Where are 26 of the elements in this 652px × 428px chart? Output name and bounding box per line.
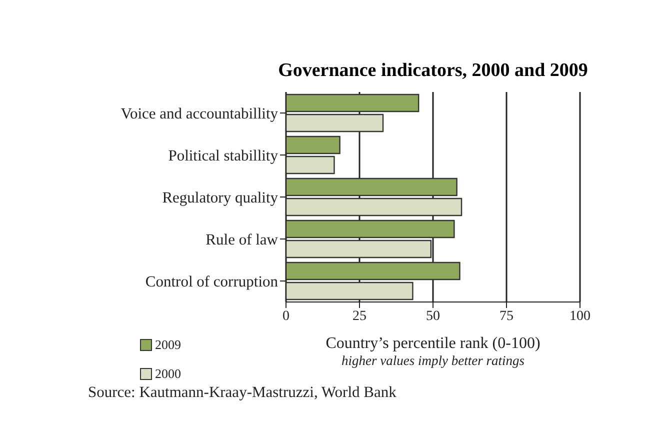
x-tick-label: 0: [282, 308, 290, 324]
x-tick-label: 25: [352, 308, 366, 324]
y-tick-label: Voice and accountabillity: [120, 106, 278, 123]
y-tick-label: Rule of law: [206, 232, 279, 249]
bar: [286, 94, 420, 112]
y-tick-label: Control of corruption: [145, 274, 278, 291]
legend-label: 2000: [155, 366, 181, 382]
x-tick-label: 100: [570, 308, 590, 324]
x-tick-label: 50: [426, 308, 440, 324]
bar: [286, 156, 335, 174]
text: higher values imply better ratings: [340, 353, 526, 369]
bar: [286, 178, 458, 196]
source-note: Source: Kautmann-Kraay-Mastruzzi, World Bank: [88, 384, 396, 402]
bar: [286, 198, 462, 216]
bar: [286, 136, 340, 154]
bar: [286, 220, 455, 238]
bar: [286, 114, 384, 132]
x-axis-title: Country’s percentile rank (0-100): [324, 335, 542, 353]
x-tick-label: 75: [500, 308, 514, 324]
y-tick-label: Regulatory quality: [162, 190, 278, 207]
legend-label: 2009: [155, 336, 181, 352]
bar: [286, 282, 414, 300]
y-tick-label: Political stabillity: [168, 148, 278, 165]
bar: [286, 240, 432, 258]
chart-title: Governance indicators, 2000 and 2009: [278, 60, 588, 82]
bar: [286, 262, 460, 280]
